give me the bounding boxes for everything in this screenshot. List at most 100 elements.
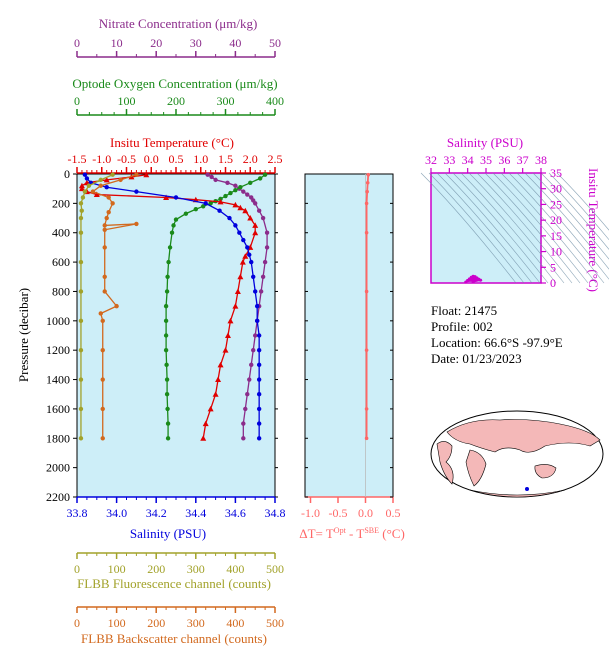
- ts-salinity-tick-label: 38: [535, 153, 547, 167]
- fluorescence-point: [78, 201, 84, 206]
- oxygen-point: [262, 172, 268, 177]
- info-profile: Profile: 002: [431, 319, 493, 334]
- ts-density-isoline: [476, 172, 573, 284]
- fluorescence-point: [98, 177, 103, 183]
- delta-t-point: [364, 436, 369, 441]
- oxygen-point: [223, 193, 228, 199]
- salinity-point: [134, 189, 139, 194]
- temperature-point: [212, 391, 219, 397]
- info-location: Location: 66.6°S -97.9°E: [431, 335, 563, 350]
- world-map-land-americas: [436, 441, 454, 485]
- oxygen-point: [164, 362, 169, 368]
- salinity-tick-label: 34.0: [106, 506, 127, 520]
- salinity-point: [237, 230, 242, 235]
- salinity-point: [256, 333, 262, 338]
- salinity-point: [251, 274, 256, 279]
- nitrate-point: [264, 230, 270, 235]
- salinity-point: [217, 208, 222, 213]
- temperature-point: [200, 435, 207, 441]
- oxygen-point: [163, 333, 169, 338]
- temperature-point: [103, 176, 110, 183]
- nitrate-point: [264, 245, 270, 250]
- nitrate-tick-label: 40: [229, 36, 241, 50]
- oxygen-point: [208, 201, 213, 206]
- ts-temperature-tick-label: 10: [550, 245, 562, 259]
- ts-temperature-tick-label: 15: [550, 229, 562, 243]
- fluorescence-tick-label: 0: [74, 562, 80, 576]
- backscatter-point: [102, 245, 107, 250]
- fluorescence-tick-label: 300: [187, 562, 205, 576]
- fluorescence-point: [79, 208, 84, 213]
- fluorescence-tick-label: 500: [266, 562, 284, 576]
- fluorescence-tick-label: 400: [226, 562, 244, 576]
- fluorescence-point: [78, 259, 84, 265]
- fluorescence-series-line: [80, 174, 113, 439]
- nitrate-point: [233, 183, 238, 188]
- ts-point: [478, 278, 483, 282]
- world-map-inset: [430, 410, 604, 498]
- temperature-point: [163, 194, 170, 200]
- pressure-tick-label: 200: [52, 196, 70, 210]
- nitrate-point: [262, 259, 268, 265]
- temperature-tick-label: -1.0: [92, 152, 111, 166]
- nitrate-point: [205, 172, 210, 177]
- backscatter-point: [106, 209, 111, 215]
- oxygen-tick-label: 400: [266, 94, 284, 108]
- pressure-tick-label: 600: [52, 255, 70, 269]
- temperature-point: [217, 361, 224, 368]
- fluorescence-point: [78, 215, 84, 221]
- temperature-tick-label: 0.0: [144, 152, 159, 166]
- backscatter-point: [100, 347, 105, 353]
- salinity-point: [82, 172, 88, 177]
- fluorescence-axis-label: FLBB Fluorescence channel (counts): [77, 576, 271, 591]
- nitrate-point: [241, 421, 246, 426]
- nitrate-tick-label: 10: [111, 36, 123, 50]
- world-map-land-eurasia: [446, 419, 601, 453]
- oxygen-point: [166, 259, 171, 265]
- temperature-tick-label: 1.0: [193, 152, 208, 166]
- salinity-point: [203, 201, 208, 206]
- ts-temperature-tick-label: 35: [550, 166, 562, 180]
- ts-temperature-tick-label: 20: [550, 213, 562, 227]
- nitrate-point: [247, 377, 252, 382]
- ts-density-isoline: [524, 172, 609, 270]
- temperature-point: [202, 420, 209, 427]
- oxygen-point: [163, 303, 169, 309]
- salinity-point: [256, 406, 262, 412]
- ts-temperature-tick-label: 25: [550, 197, 562, 211]
- salinity-axis-label: Salinity (PSU): [130, 526, 206, 541]
- nitrate-point: [241, 436, 246, 441]
- ts-temperature-tick-label: 5: [550, 260, 556, 274]
- temperature-point: [222, 347, 229, 353]
- temperature-point: [143, 171, 150, 178]
- world-map-land-australia: [534, 464, 557, 479]
- backscatter-point: [106, 195, 111, 200]
- temperature-point: [217, 198, 224, 205]
- salinity-point: [256, 377, 262, 382]
- ts-density-isoline: [556, 172, 609, 231]
- temperature-point: [224, 332, 231, 338]
- nitrate-tick-label: 50: [269, 36, 281, 50]
- oxygen-point: [228, 190, 233, 196]
- nitrate-point: [209, 174, 214, 180]
- temperature-point: [242, 207, 249, 214]
- backscatter-point: [102, 289, 107, 294]
- delta-t-point: [364, 230, 369, 235]
- ts-density-isoline: [444, 172, 541, 284]
- ts-salinity-tick-label: 34: [462, 153, 474, 167]
- temperature-point: [242, 253, 249, 259]
- temperature-tick-label: 2.5: [268, 152, 283, 166]
- oxygen-point: [165, 436, 171, 441]
- pressure-tick-label: 1200: [46, 343, 70, 357]
- oxygen-point: [164, 289, 170, 294]
- ts-density-isoline: [436, 172, 533, 284]
- oxygen-point: [167, 245, 173, 250]
- ts-salinity-tick-label: 33: [443, 153, 455, 167]
- world-map-land-antarctica: [469, 489, 566, 498]
- salinity-tick-label: 34.2: [146, 506, 167, 520]
- pressure-tick-label: 1600: [46, 402, 70, 416]
- ts-density-isoline: [532, 172, 609, 260]
- salinity-point: [254, 303, 260, 309]
- pressure-axis-label: Pressure (decibar): [16, 288, 31, 382]
- salinity-point: [256, 347, 262, 353]
